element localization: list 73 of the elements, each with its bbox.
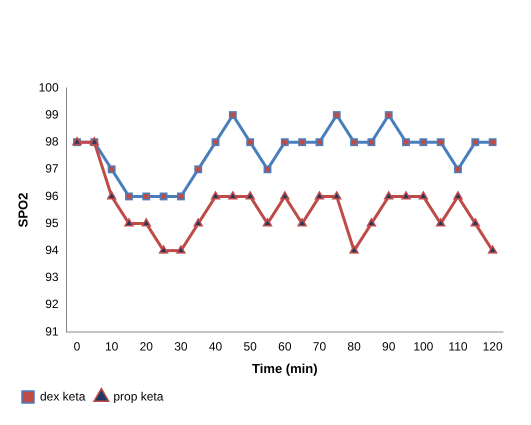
point [228, 191, 238, 200]
point [349, 245, 359, 254]
y-tick-label: 96 [45, 188, 59, 203]
x-tick-label: 80 [347, 340, 362, 354]
point [436, 218, 446, 227]
x-axis-title: Time (min) [252, 360, 318, 376]
point [176, 245, 186, 254]
point [384, 191, 394, 200]
x-tick-label: 110 [448, 340, 468, 354]
point [280, 138, 289, 146]
y-tick-label: 100 [38, 80, 59, 94]
point [280, 191, 290, 200]
x-tick-label: 0 [74, 340, 81, 354]
y-axis-title: SPO2 [15, 192, 30, 228]
x-tick-label: 30 [174, 340, 188, 354]
point [158, 245, 168, 254]
point [332, 111, 341, 120]
point [418, 191, 428, 200]
x-tick-label: 20 [140, 340, 154, 354]
y-tick-label: 97 [45, 162, 59, 176]
point [142, 218, 151, 227]
point [316, 138, 324, 146]
point [212, 138, 220, 146]
point [228, 111, 237, 120]
point [107, 191, 116, 200]
point [402, 138, 410, 146]
x-tick-label: 10 [104, 340, 119, 354]
point [246, 191, 255, 200]
point [210, 191, 220, 200]
point [401, 191, 411, 200]
x-tick-label: 120 [482, 340, 503, 354]
point [142, 192, 150, 200]
point [332, 191, 342, 200]
point [262, 218, 272, 227]
point [488, 245, 498, 254]
point [264, 165, 272, 174]
point [436, 138, 445, 146]
x-tick-label: 70 [312, 340, 326, 354]
y-tick-label: 99 [45, 107, 59, 122]
point [384, 111, 393, 120]
point [194, 218, 203, 227]
point [298, 138, 306, 146]
y-tick-label: 92 [45, 297, 59, 312]
point [124, 218, 134, 227]
x-tick-label: 100 [413, 340, 434, 354]
point [419, 138, 428, 146]
point [453, 191, 463, 200]
x-tick-label: 50 [244, 340, 258, 354]
point [297, 218, 307, 227]
y-tick-label: 91 [45, 324, 59, 338]
point [314, 191, 324, 200]
x-tick-label: 90 [382, 340, 396, 354]
y-tick-label: 95 [45, 216, 59, 230]
point [176, 192, 185, 200]
point [160, 192, 168, 200]
point [367, 138, 376, 146]
point [488, 138, 497, 146]
point [366, 218, 376, 227]
x-tick-label: 60 [278, 340, 292, 354]
y-tick-label: 94 [45, 242, 59, 257]
point [454, 165, 462, 174]
point [194, 165, 202, 174]
y-tick-label: 93 [45, 270, 59, 284]
point [470, 218, 480, 227]
point [108, 165, 116, 174]
point [125, 192, 133, 200]
y-tick-label: 98 [45, 134, 59, 149]
point [471, 138, 480, 146]
legend-label: dex keta [40, 389, 86, 404]
point [246, 138, 254, 146]
point [350, 138, 358, 146]
x-tick-label: 40 [208, 340, 223, 354]
legend-label: prop keta [113, 389, 164, 404]
